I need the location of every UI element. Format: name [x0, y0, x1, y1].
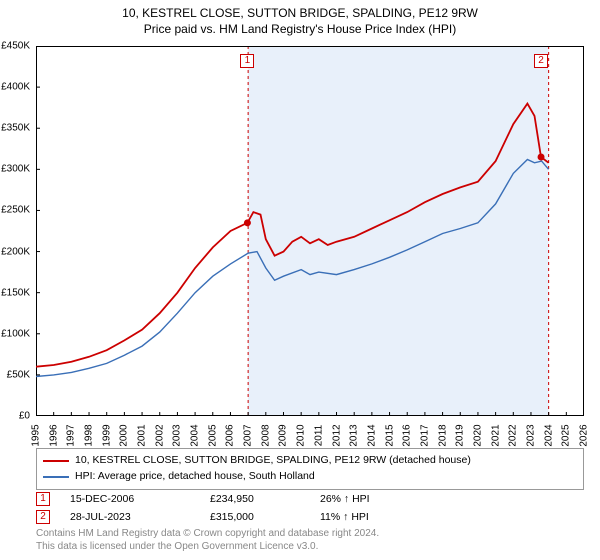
legend-item-property: 10, KESTREL CLOSE, SUTTON BRIDGE, SPALDI…	[43, 453, 577, 469]
sale-pct: 26% ↑ HPI	[320, 493, 440, 505]
license-line-1: Contains HM Land Registry data © Crown c…	[36, 528, 584, 541]
sales-table: 1 15-DEC-2006 £234,950 26% ↑ HPI 2 28-JU…	[36, 490, 584, 526]
chart-area: £0£50K£100K£150K£200K£250K£300K£350K£400…	[36, 46, 584, 416]
x-tick-label: 2009	[278, 424, 289, 446]
x-tick-label: 2005	[207, 424, 218, 446]
x-tick-label: 1995	[31, 424, 42, 446]
sale-row: 1 15-DEC-2006 £234,950 26% ↑ HPI	[36, 490, 584, 508]
y-tick-label: £200K	[1, 246, 30, 257]
x-tick-label: 2022	[508, 424, 519, 446]
x-tick-label: 2013	[349, 424, 360, 446]
x-tick-label: 1996	[48, 424, 59, 446]
y-tick-label: £50K	[7, 369, 30, 380]
x-tick-label: 2007	[243, 424, 254, 446]
x-tick-label: 2002	[154, 424, 165, 446]
x-tick-label: 2011	[313, 425, 324, 447]
x-tick-label: 2004	[190, 424, 201, 446]
x-tick-label: 2015	[384, 424, 395, 446]
legend-label-hpi: HPI: Average price, detached house, Sout…	[75, 469, 315, 485]
y-tick-label: £100K	[1, 328, 30, 339]
x-tick-label: 2020	[472, 424, 483, 446]
title-line-1: 10, KESTREL CLOSE, SUTTON BRIDGE, SPALDI…	[0, 6, 600, 22]
sale-pct: 11% ↑ HPI	[320, 511, 440, 523]
x-tick-label: 2008	[260, 424, 271, 446]
x-tick-label: 2023	[525, 424, 536, 446]
x-tick-label: 1998	[84, 424, 95, 446]
legend-label-property: 10, KESTREL CLOSE, SUTTON BRIDGE, SPALDI…	[75, 453, 471, 469]
x-tick-label: 2021	[490, 424, 501, 446]
sale-price: £315,000	[210, 511, 320, 523]
sale-date: 28-JUL-2023	[70, 511, 210, 523]
x-tick-label: 2006	[225, 424, 236, 446]
x-tick-label: 2014	[366, 424, 377, 446]
sale-marker-on-chart: 1	[240, 54, 254, 68]
y-tick-label: £250K	[1, 205, 30, 216]
y-tick-label: £400K	[1, 82, 30, 93]
x-tick-label: 2018	[437, 424, 448, 446]
sale-row: 2 28-JUL-2023 £315,000 11% ↑ HPI	[36, 508, 584, 526]
y-tick-label: £0	[19, 411, 30, 422]
sale-marker-badge: 2	[36, 510, 50, 524]
y-tick-label: £450K	[1, 41, 30, 52]
license-line-2: This data is licensed under the Open Gov…	[36, 541, 584, 554]
sale-date: 15-DEC-2006	[70, 493, 210, 505]
sale-marker-badge: 1	[36, 492, 50, 506]
line-chart-svg	[36, 46, 584, 416]
x-tick-label: 2012	[331, 424, 342, 446]
x-tick-label: 2017	[419, 424, 430, 446]
legend-swatch-hpi	[43, 476, 69, 478]
legend-swatch-property	[43, 460, 69, 462]
x-tick-label: 2016	[402, 424, 413, 446]
x-tick-label: 2024	[543, 424, 554, 446]
sale-marker-on-chart: 2	[534, 54, 548, 68]
y-tick-label: £150K	[1, 287, 30, 298]
x-tick-label: 2025	[561, 424, 572, 446]
y-tick-label: £300K	[1, 164, 30, 175]
x-tick-label: 1999	[101, 424, 112, 446]
title-line-2: Price paid vs. HM Land Registry's House …	[0, 22, 600, 38]
x-tick-label: 1997	[66, 424, 77, 446]
y-tick-label: £350K	[1, 123, 30, 134]
x-tick-label: 2010	[296, 424, 307, 446]
x-tick-label: 2000	[119, 424, 130, 446]
sale-price: £234,950	[210, 493, 320, 505]
x-tick-label: 2019	[455, 424, 466, 446]
x-tick-label: 2001	[137, 424, 148, 446]
legend-item-hpi: HPI: Average price, detached house, Sout…	[43, 469, 577, 485]
license-text: Contains HM Land Registry data © Crown c…	[36, 528, 584, 553]
x-tick-label: 2003	[172, 424, 183, 446]
chart-title-block: 10, KESTREL CLOSE, SUTTON BRIDGE, SPALDI…	[0, 0, 600, 37]
legend: 10, KESTREL CLOSE, SUTTON BRIDGE, SPALDI…	[36, 448, 584, 490]
x-tick-label: 2026	[579, 424, 590, 446]
